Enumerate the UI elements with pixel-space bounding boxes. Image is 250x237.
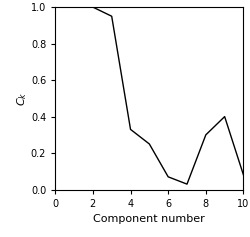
Y-axis label: $C_k$: $C_k$ bbox=[16, 91, 29, 106]
X-axis label: Component number: Component number bbox=[93, 214, 204, 224]
